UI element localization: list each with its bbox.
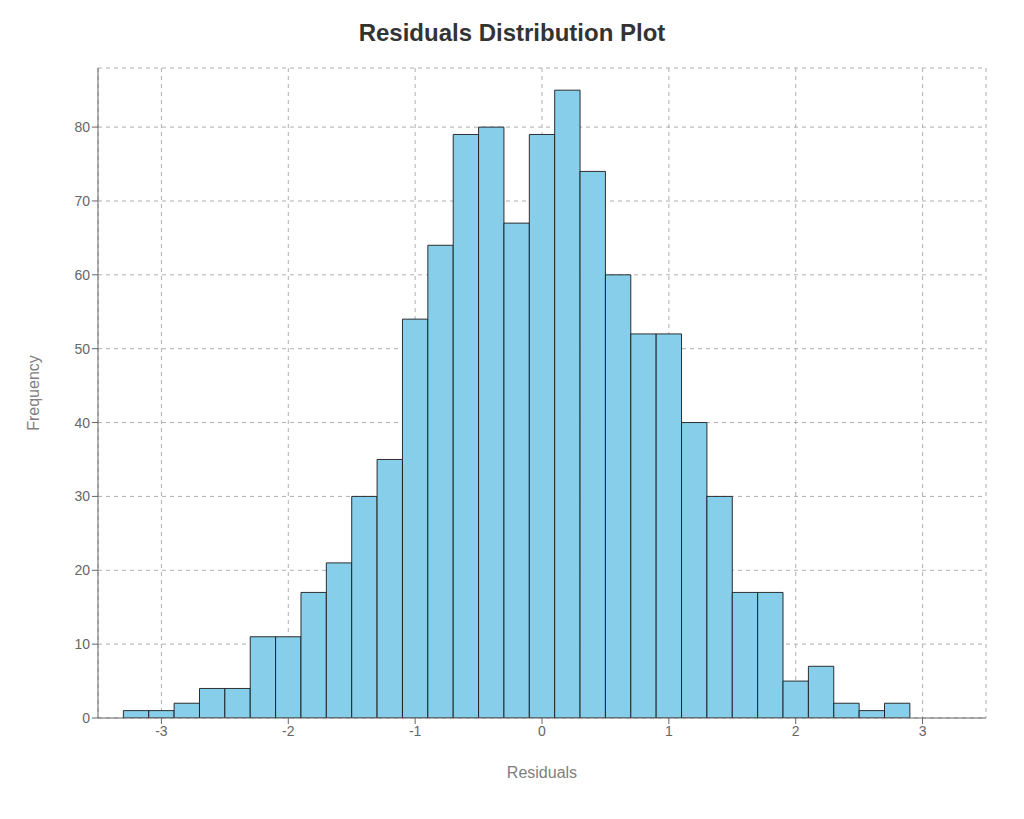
html-text:Residuals Distribution Plot: Residuals Distribution Plot [358, 19, 666, 46]
svg-text:0: 0 [82, 710, 90, 726]
svg-text:Residuals: Residuals [507, 764, 577, 781]
svg-text:20: 20 [74, 562, 90, 578]
svg-text:40: 40 [74, 415, 90, 431]
svg-text:-3: -3 [155, 723, 168, 739]
svg-text:80: 80 [74, 119, 90, 135]
svg-text:-1: -1 [409, 723, 422, 739]
svg-text:2: 2 [792, 723, 800, 739]
svg-text:0: 0 [538, 723, 546, 739]
svg-text:60: 60 [74, 267, 90, 283]
svg-text:30: 30 [74, 488, 90, 504]
svg-text:3: 3 [919, 723, 927, 739]
svg-text:70: 70 [74, 193, 90, 209]
svg-text:Frequency: Frequency [25, 355, 42, 431]
svg-text:1: 1 [665, 723, 673, 739]
svg-text:50: 50 [74, 341, 90, 357]
svg-text:-2: -2 [282, 723, 295, 739]
svg-text:10: 10 [74, 636, 90, 652]
